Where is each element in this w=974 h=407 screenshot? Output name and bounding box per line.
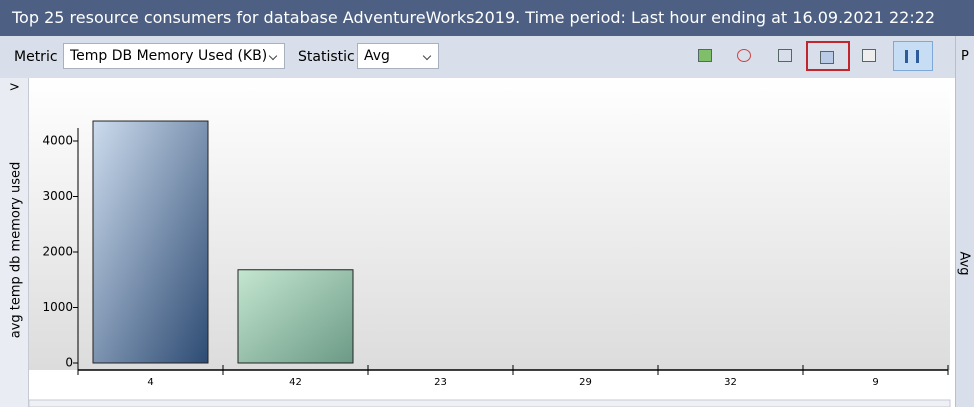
table-view-button[interactable] xyxy=(854,41,884,71)
x-tick-label: 42 xyxy=(289,377,302,388)
title-bar: Top 25 resource consumers for database A… xyxy=(0,0,974,36)
toolbar: Metric Temp DB Memory Used (KB) Statisti… xyxy=(0,36,974,78)
x-tick-label: 32 xyxy=(724,377,737,388)
bar xyxy=(237,269,354,364)
statistic-label: Statistic xyxy=(298,49,355,65)
refresh-button[interactable] xyxy=(690,41,720,71)
grid-view-button[interactable] xyxy=(806,41,850,71)
axis-background xyxy=(29,370,950,400)
x-tick-label: 23 xyxy=(434,377,447,388)
metric-select[interactable]: Temp DB Memory Used (KB) xyxy=(63,43,285,69)
x-tick-label: 29 xyxy=(579,377,592,388)
right-label: Avg xyxy=(956,251,972,276)
x-tick-label: 9 xyxy=(872,377,878,388)
config-button[interactable] xyxy=(729,41,759,71)
right-panel: P Avg xyxy=(955,36,974,407)
left-panel: > xyxy=(0,78,29,407)
y-axis-label: avg temp db memory used xyxy=(9,162,24,339)
y-tick-label: 2000 xyxy=(42,245,73,259)
y-tick-label: 0 xyxy=(65,356,73,370)
statistic-select[interactable]: Avg xyxy=(357,43,439,69)
y-tick-label: 4000 xyxy=(42,134,73,148)
chart: avg temp db memory used 0 1000 2000 3000 400… xyxy=(9,78,951,407)
bar xyxy=(92,120,209,364)
y-tick-label: 3000 xyxy=(42,189,73,203)
right-tab[interactable]: P xyxy=(961,49,969,64)
scrollbar[interactable] xyxy=(28,399,951,407)
expand-toggle[interactable]: > xyxy=(9,80,20,95)
y-tick-label: 1000 xyxy=(42,300,73,314)
chart-view-button[interactable] xyxy=(893,41,933,71)
x-tick-label: 4 xyxy=(147,377,153,388)
metric-label: Metric xyxy=(14,49,58,65)
query-button[interactable] xyxy=(770,41,800,71)
